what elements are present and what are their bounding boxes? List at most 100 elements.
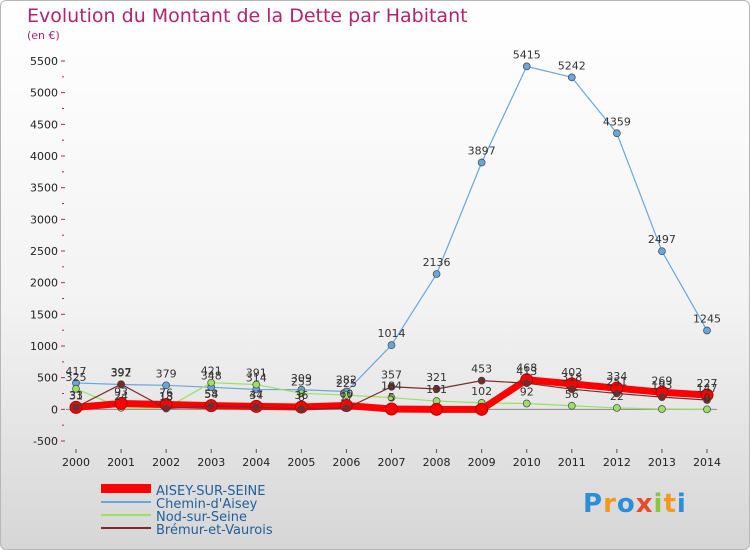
y-tick-label: 3000	[30, 213, 58, 226]
x-tick-label: 2012	[603, 456, 631, 469]
data-label: 31	[69, 389, 83, 402]
legend-label: Brémur-et-Vaurois	[156, 523, 273, 538]
data-label: 309	[291, 372, 312, 385]
data-label: 3897	[468, 145, 496, 158]
data-label: 253	[291, 375, 312, 388]
data-label: 17	[339, 390, 353, 403]
data-point	[342, 404, 351, 413]
data-point	[475, 402, 489, 416]
x-tick-label: 2000	[62, 456, 90, 469]
y-tick-label: 1000	[30, 340, 58, 353]
data-label: 348	[201, 369, 222, 382]
data-label: 357	[381, 369, 402, 382]
data-point	[387, 382, 396, 391]
data-point	[477, 158, 486, 167]
data-label: 92	[520, 386, 534, 399]
x-tick-label: 2013	[648, 456, 676, 469]
data-label: 6	[298, 391, 305, 404]
data-point	[297, 405, 306, 413]
data-label: 314	[246, 371, 267, 384]
y-tick-label: 5500	[30, 55, 58, 68]
data-label: 1245	[693, 312, 721, 325]
data-label: 5415	[513, 48, 541, 61]
data-point	[162, 381, 170, 390]
data-point	[72, 384, 80, 393]
data-label: 54	[204, 388, 218, 401]
data-label: 379	[156, 367, 177, 380]
data-label: 391	[246, 367, 267, 380]
y-tick-label: 1500	[30, 308, 58, 321]
legend-label: AISEY-SUR-SEINE	[156, 484, 266, 499]
legend-item: Chemin-d'Aisey	[101, 498, 273, 511]
data-point	[613, 389, 621, 398]
data-label: 325	[66, 371, 87, 384]
data-label: 282	[336, 373, 357, 386]
data-label: 47	[249, 388, 263, 401]
data-point	[567, 401, 576, 410]
legend-item: Brémur-et-Vaurois	[101, 524, 273, 537]
data-point	[387, 393, 396, 402]
data-point	[567, 385, 576, 394]
data-point	[207, 402, 216, 410]
y-unit-label: (en €)	[27, 29, 60, 42]
x-tick-label: 2008	[423, 456, 451, 469]
y-tick-label: 5000	[30, 87, 58, 100]
data-label: 318	[561, 371, 582, 384]
data-point	[432, 270, 441, 278]
data-point	[385, 402, 398, 416]
data-point	[72, 403, 80, 412]
data-point	[658, 247, 666, 256]
x-tick-label: 2007	[378, 456, 406, 469]
legend-item: AISEY-SUR-SEINE	[101, 484, 273, 499]
data-label: 56	[565, 388, 579, 401]
data-point	[703, 326, 711, 335]
data-label: 321	[426, 371, 447, 384]
data-label: 269	[651, 374, 672, 387]
data-label: 453	[471, 363, 492, 376]
logo-letter: t	[663, 489, 677, 519]
y-tick-label: 2500	[30, 245, 58, 258]
y-tick-label: 3500	[30, 182, 58, 195]
data-label: 193	[651, 379, 672, 392]
data-point	[387, 341, 396, 349]
data-point	[297, 389, 306, 398]
data-label: 397	[111, 366, 132, 379]
logo-letter: x	[635, 489, 654, 519]
data-point	[658, 405, 666, 413]
data-label: 417	[66, 365, 87, 378]
data-label: 58	[204, 388, 218, 401]
data-point	[252, 403, 261, 412]
data-point	[522, 399, 531, 408]
data-label: 1014	[378, 327, 406, 340]
data-point	[342, 391, 351, 399]
y-tick-label: 0	[51, 403, 58, 416]
data-point	[207, 378, 216, 387]
data-label: 402	[561, 366, 582, 379]
data-label: 5	[388, 391, 395, 404]
data-point	[658, 393, 666, 401]
legend-label: Nod-sur-Seine	[156, 510, 247, 525]
data-label: 0	[704, 391, 711, 404]
data-point	[567, 73, 576, 82]
x-tick-label: 2004	[242, 456, 270, 469]
x-tick-label: 2001	[107, 456, 135, 469]
x-tick-label: 2009	[468, 456, 496, 469]
x-tick-label: 2003	[197, 456, 225, 469]
y-tick-label: 4000	[30, 150, 58, 163]
x-tick-label: 2005	[287, 456, 315, 469]
logo-letter: i	[676, 489, 687, 519]
logo-letter: r	[603, 489, 617, 519]
x-tick-label: 2006	[332, 456, 360, 469]
data-point	[430, 402, 444, 416]
legend-swatch	[101, 526, 151, 529]
data-label: 13	[159, 391, 173, 404]
data-label: 2497	[648, 233, 676, 246]
logo-letter: i	[653, 489, 664, 519]
data-label: 334	[606, 370, 627, 383]
data-label: 60	[339, 388, 353, 401]
data-point	[703, 405, 711, 414]
legend: AISEY-SUR-SEINE Chemin-d'Aisey Nod-sur-Sei…	[101, 484, 273, 537]
x-tick-label: 2002	[152, 456, 180, 469]
y-tick-label: 2000	[30, 277, 58, 290]
